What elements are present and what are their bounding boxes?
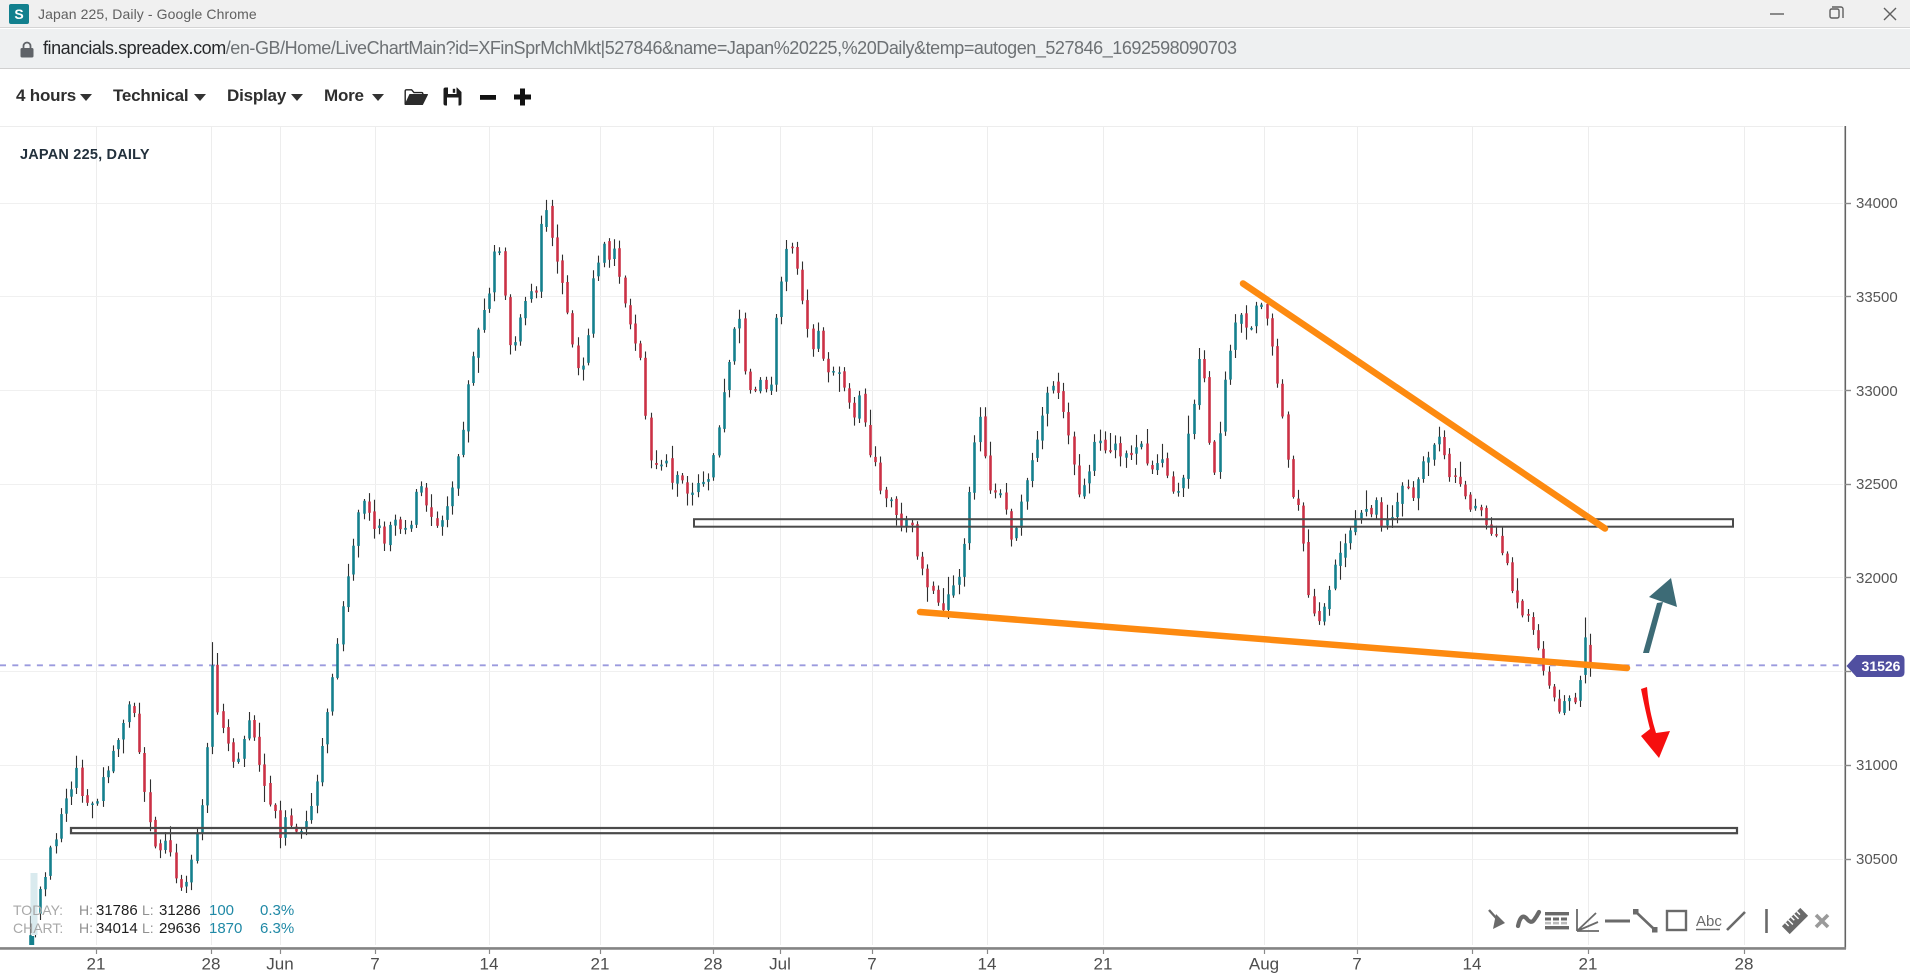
svg-text:Jul: Jul	[769, 955, 791, 974]
svg-text:H:: H:	[79, 920, 93, 936]
svg-text:14: 14	[1463, 955, 1482, 974]
svg-text:Aug: Aug	[1249, 955, 1279, 974]
svg-text:31000: 31000	[1856, 757, 1898, 774]
svg-text:0.3%: 0.3%	[260, 902, 294, 919]
svg-text:31786: 31786	[96, 902, 138, 919]
svg-text:1870: 1870	[209, 920, 242, 937]
svg-text:21: 21	[591, 955, 610, 974]
svg-text:7: 7	[1352, 955, 1361, 974]
svg-text:29636: 29636	[159, 920, 201, 937]
svg-text:33000: 33000	[1856, 383, 1898, 400]
svg-text:L:: L:	[142, 902, 154, 918]
svg-text:Jun: Jun	[266, 955, 293, 974]
svg-text:14: 14	[978, 955, 997, 974]
svg-text:32500: 32500	[1856, 476, 1898, 493]
svg-text:6.3%: 6.3%	[260, 920, 294, 937]
svg-text:21: 21	[87, 955, 106, 974]
svg-text:30500: 30500	[1856, 851, 1898, 868]
svg-text:34014: 34014	[96, 920, 138, 937]
svg-text:21: 21	[1579, 955, 1598, 974]
svg-text:28: 28	[1735, 955, 1754, 974]
svg-text:31526: 31526	[1862, 658, 1901, 674]
svg-text:Abc: Abc	[1696, 913, 1722, 930]
svg-text:33500: 33500	[1856, 289, 1898, 306]
svg-text:CHART:: CHART:	[13, 920, 63, 936]
svg-text:H:: H:	[79, 902, 93, 918]
svg-text:7: 7	[867, 955, 876, 974]
svg-text:100: 100	[209, 902, 234, 919]
svg-text:7: 7	[370, 955, 379, 974]
svg-text:21: 21	[1094, 955, 1113, 974]
svg-text:TODAY:: TODAY:	[13, 902, 63, 918]
svg-text:14: 14	[480, 955, 499, 974]
svg-text:34000: 34000	[1856, 195, 1898, 212]
svg-text:JAPAN 225, DAILY: JAPAN 225, DAILY	[20, 147, 150, 163]
svg-text:28: 28	[202, 955, 221, 974]
svg-text:32000: 32000	[1856, 570, 1898, 587]
svg-text:28: 28	[704, 955, 723, 974]
svg-text:L:: L:	[142, 920, 154, 936]
svg-text:31286: 31286	[159, 902, 201, 919]
